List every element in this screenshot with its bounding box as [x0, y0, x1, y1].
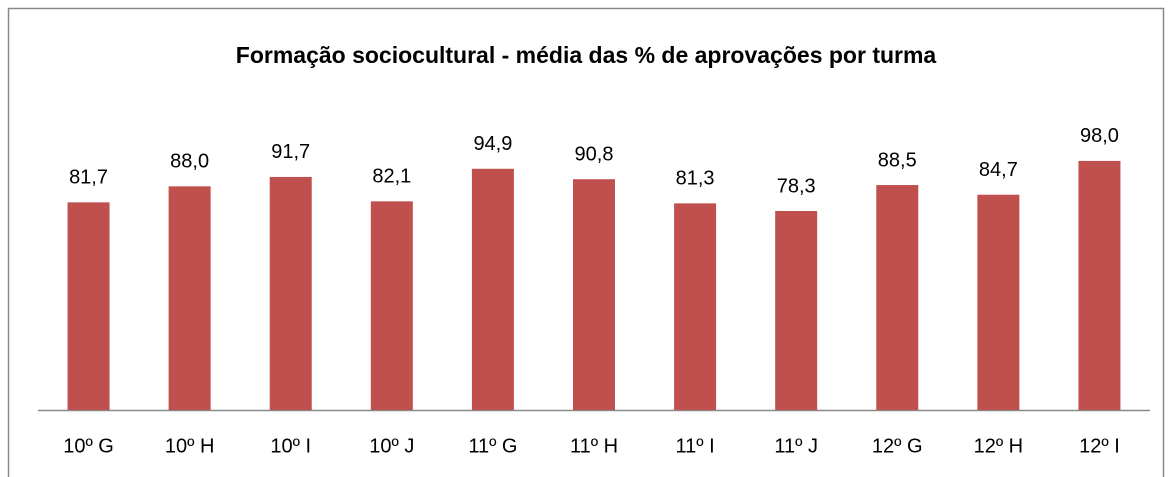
bar — [1078, 160, 1121, 410]
x-tick-label: 11º G — [468, 435, 517, 457]
x-tick-label: 10º J — [369, 435, 414, 457]
value-label: 81,3 — [676, 168, 715, 190]
bar — [674, 203, 717, 410]
bar — [775, 210, 818, 410]
x-tick-label: 11º I — [675, 435, 714, 457]
x-tick-label: 12º G — [872, 435, 923, 457]
x-tick-label: 12º I — [1079, 435, 1120, 457]
x-tick-label: 11º H — [570, 435, 618, 457]
value-label: 78,3 — [777, 175, 816, 197]
value-label: 81,7 — [69, 167, 108, 189]
value-label: 88,0 — [170, 151, 209, 173]
value-label: 88,5 — [878, 149, 917, 171]
chart-title: Formação sociocultural - média das % de … — [236, 42, 937, 68]
value-label: 82,1 — [372, 166, 411, 188]
bar — [370, 201, 413, 410]
value-label: 84,7 — [979, 159, 1018, 181]
bar — [471, 168, 514, 410]
x-tick-label: 10º I — [270, 435, 311, 457]
bar — [168, 186, 211, 410]
bar — [876, 185, 919, 410]
x-tick-label: 12º H — [974, 435, 1024, 457]
value-label: 90,8 — [575, 143, 614, 165]
bar — [573, 179, 615, 410]
bar — [977, 194, 1020, 410]
chart-border — [7, 7, 1165, 477]
value-label: 94,9 — [473, 133, 512, 155]
bar — [269, 176, 312, 410]
x-tick-label: 11º J — [774, 435, 818, 457]
x-tick-label: 10º H — [165, 435, 215, 457]
value-label: 98,0 — [1080, 125, 1119, 147]
bar — [67, 202, 110, 410]
value-label: 91,7 — [271, 141, 310, 163]
x-tick-label: 10º G — [63, 435, 114, 457]
